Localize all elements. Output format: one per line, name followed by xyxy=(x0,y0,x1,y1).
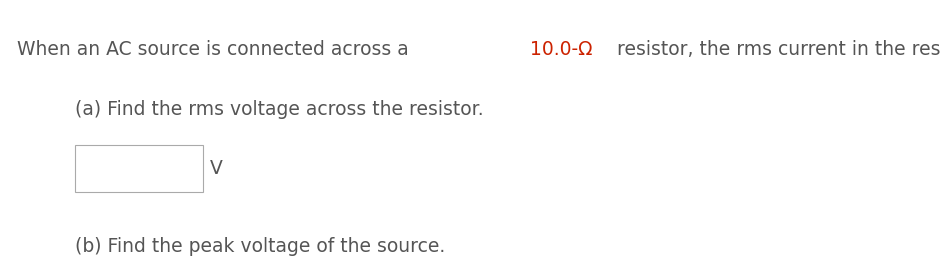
Text: 10.0-Ω: 10.0-Ω xyxy=(530,40,593,59)
Text: (a) Find the rms voltage across the resistor.: (a) Find the rms voltage across the resi… xyxy=(75,100,484,119)
Text: resistor, the rms current in the resistor is: resistor, the rms current in the resisto… xyxy=(610,40,942,59)
Text: (b) Find the peak voltage of the source.: (b) Find the peak voltage of the source. xyxy=(75,237,446,256)
FancyBboxPatch shape xyxy=(75,145,203,192)
Text: When an AC source is connected across a: When an AC source is connected across a xyxy=(17,40,414,59)
Text: V: V xyxy=(210,159,223,178)
